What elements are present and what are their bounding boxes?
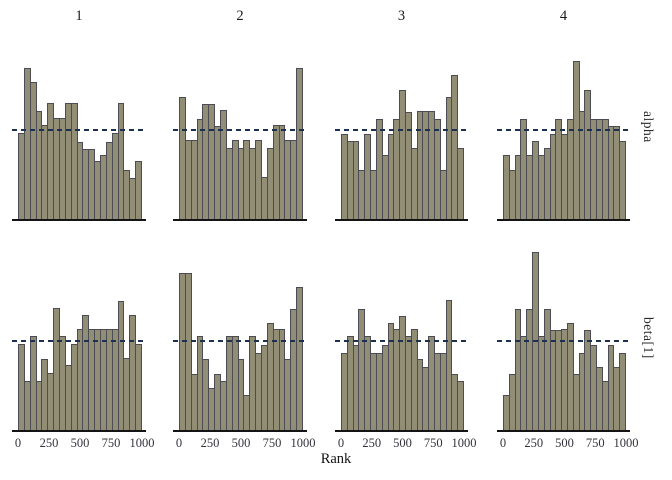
x-axis-line	[12, 430, 146, 432]
x-tick-label: 750	[585, 436, 605, 450]
facet-panel-alpha-chain-4	[497, 34, 630, 221]
uniform-reference-dashed-line	[335, 340, 468, 342]
x-axis-line	[497, 219, 630, 221]
x-axis-line	[497, 430, 630, 432]
histogram-bar	[117, 103, 125, 220]
x-axis-line	[173, 219, 307, 221]
uniform-reference-dashed-line	[173, 129, 307, 131]
facet-col-title-4: 4	[559, 8, 568, 24]
histogram-bar	[296, 287, 304, 431]
uniform-reference-dashed-line	[12, 340, 146, 342]
x-tick-label: 750	[423, 436, 443, 450]
x-tick-labels: 0 250 500 750 1000	[175, 436, 316, 451]
x-tick-label: 750	[262, 436, 282, 450]
histogram-bar	[135, 161, 143, 220]
x-tick-labels: 0 250 500 750 1000	[499, 436, 639, 451]
x-axis-line	[12, 219, 146, 221]
facet-col-title-2: 2	[236, 8, 244, 24]
facet-panel-beta[1]-chain-1: 0 250 500 750 1000	[12, 245, 155, 450]
x-tick-label: 250	[200, 436, 220, 450]
x-tick-label: 250	[39, 436, 59, 450]
facet-panel-beta[1]-chain-4: 0 250 500 750 1000	[497, 245, 639, 450]
x-tick-label: 500	[555, 436, 574, 450]
x-tick-labels: 0 250 500 750 1000	[14, 436, 155, 451]
bars-area	[503, 245, 627, 431]
facet-panel-alpha-chain-1	[12, 34, 146, 221]
histogram-bar	[457, 381, 465, 431]
uniform-reference-dashed-line	[335, 129, 468, 131]
x-tick-label: 250	[362, 436, 382, 450]
histogram-bar	[457, 148, 465, 220]
histogram-bar	[135, 344, 143, 431]
x-axis-title: Rank	[320, 451, 352, 467]
x-tick-label: 1000	[451, 436, 477, 450]
x-tick-label: 0	[175, 436, 183, 450]
facet-panel-beta[1]-chain-2: 0 250 500 750 1000	[173, 245, 316, 450]
facet-panel-alpha-chain-2	[173, 34, 307, 221]
x-tick-label: 500	[70, 436, 90, 450]
x-axis-line	[335, 430, 468, 432]
x-tick-label: 0	[337, 436, 345, 450]
x-tick-label: 250	[524, 436, 544, 450]
x-tick-labels: 0 250 500 750 1000	[337, 436, 477, 451]
facet-panel-beta[1]-chain-3: 0 250 500 750 1000	[335, 245, 477, 450]
uniform-reference-dashed-line	[173, 340, 307, 342]
bars-area	[179, 245, 304, 431]
x-tick-label: 0	[14, 436, 22, 450]
bars-area	[179, 34, 304, 220]
uniform-reference-dashed-line	[497, 340, 630, 342]
histogram-bar	[296, 68, 304, 220]
x-tick-label: 1000	[129, 436, 155, 450]
histogram-bar	[451, 75, 459, 220]
uniform-reference-dashed-line	[12, 129, 146, 131]
bars-area	[503, 34, 627, 220]
x-tick-label: 750	[101, 436, 121, 450]
x-tick-label: 0	[499, 436, 507, 450]
x-axis-line	[335, 219, 468, 221]
x-tick-label: 1000	[613, 436, 639, 450]
x-axis-line	[173, 430, 307, 432]
bars-area	[341, 245, 465, 431]
histogram-bar	[619, 141, 627, 220]
histogram-bar	[184, 273, 192, 431]
x-tick-label: 1000	[290, 436, 316, 450]
histogram-bar	[619, 353, 627, 431]
x-tick-label: 500	[231, 436, 251, 450]
x-tick-label: 500	[393, 436, 412, 450]
facet-row-label-alpha: alpha	[641, 111, 656, 143]
facet-row-label-beta1: beta[1]	[641, 317, 656, 359]
histogram-bar	[445, 300, 453, 431]
bars-area	[18, 245, 143, 431]
bars-area	[341, 34, 465, 220]
facet-col-title-3: 3	[397, 8, 406, 24]
facet-col-title-1: 1	[75, 8, 83, 24]
uniform-reference-dashed-line	[497, 129, 630, 131]
bars-area	[18, 34, 143, 220]
histogram-bar	[434, 119, 441, 220]
facet-panel-alpha-chain-3	[335, 34, 468, 221]
